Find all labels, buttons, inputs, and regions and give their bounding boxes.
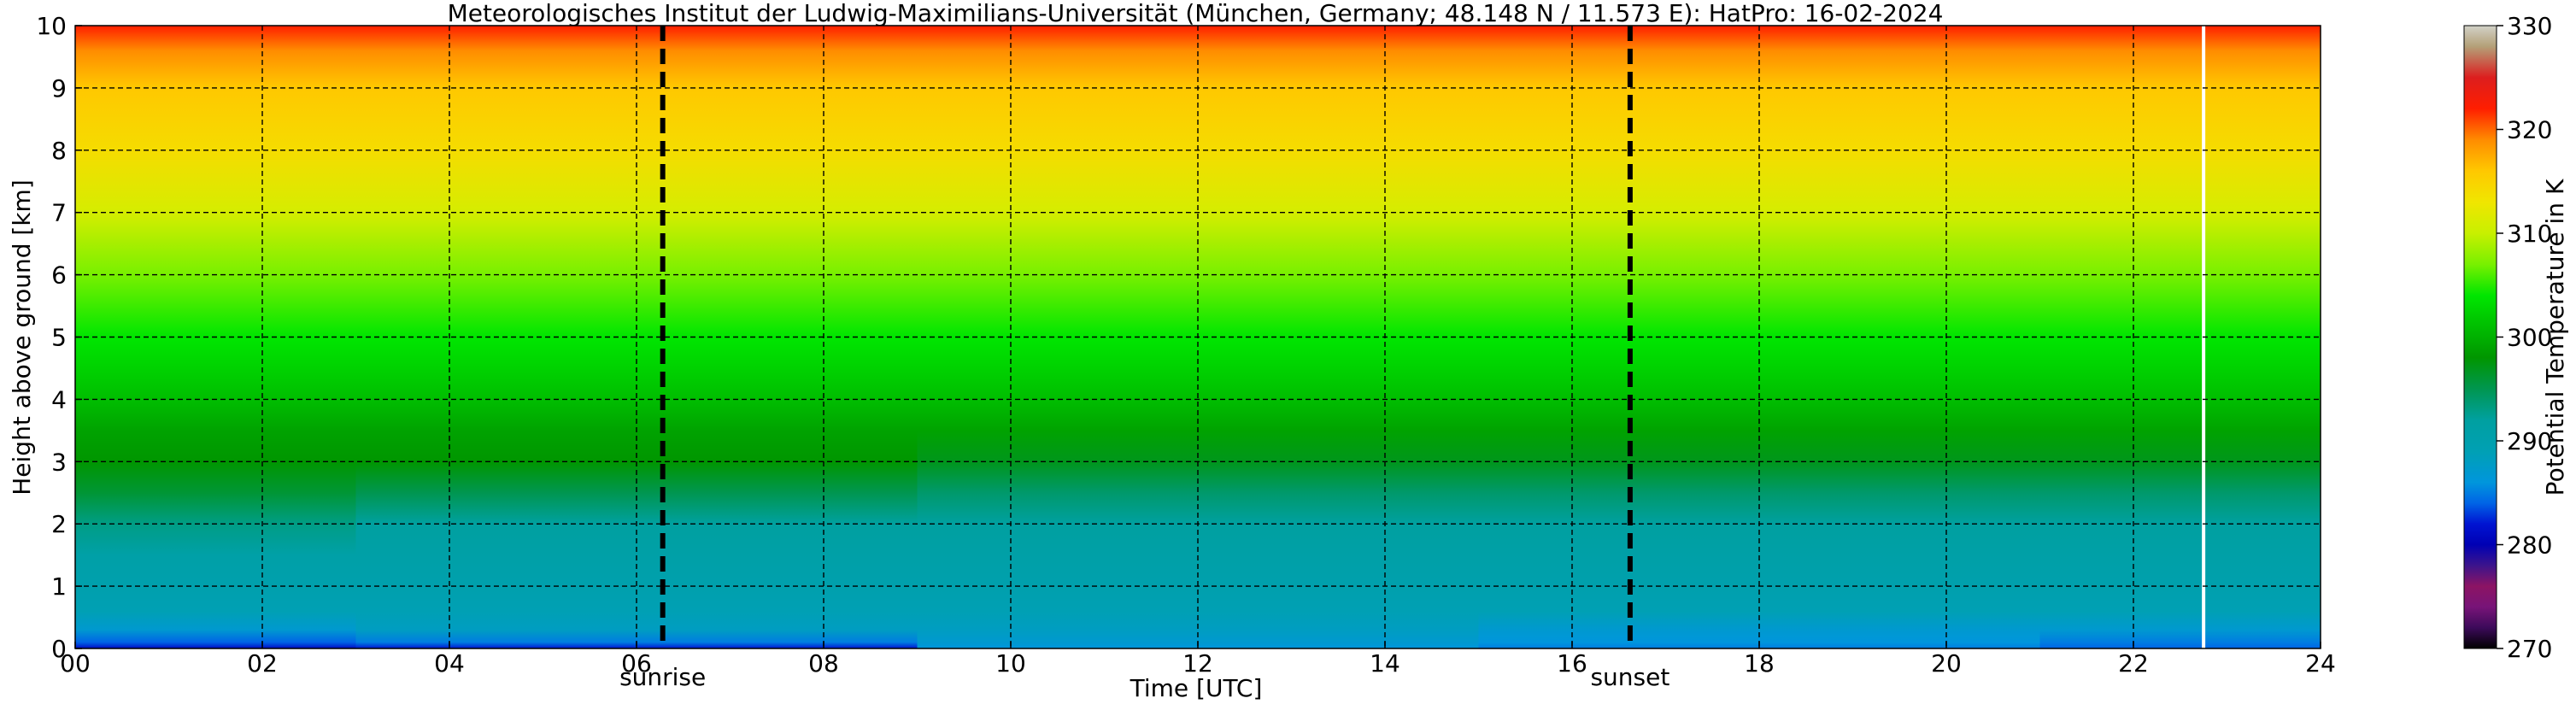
x-tick-label: 20: [1931, 649, 1962, 678]
colorbar-label: Potential Temperature in K: [2541, 179, 2569, 496]
colorbar-ticks: 270 280 290 300 310 320 330: [2497, 12, 2552, 663]
colorbar-tick-label: 320: [2507, 116, 2552, 144]
y-tick-label: 0: [51, 635, 67, 663]
y-tick-label: 1: [51, 572, 67, 601]
y-tick-label: 6: [51, 261, 67, 290]
x-axis-label: Time [UTC]: [1130, 674, 1263, 702]
grid-lines: [75, 26, 2321, 648]
y-tick-label: 7: [51, 199, 67, 227]
colorbar-tick-label: 290: [2507, 427, 2552, 455]
y-tick-label: 9: [51, 74, 67, 103]
annotation-lines: [660, 26, 1633, 648]
x-tick-label: 18: [1744, 649, 1775, 678]
y-tick-label: 5: [51, 324, 67, 352]
chart-title: Meteorologisches Institut der Ludwig-Max…: [448, 0, 1944, 27]
x-tick-label: 12: [1182, 649, 1213, 678]
x-tick-label: 04: [434, 649, 465, 678]
x-axis: 00 02 04 06 08 10 12 14 16 18 20 22 24: [60, 642, 2336, 678]
colorbar-tick-label: 300: [2507, 324, 2552, 352]
y-tick-label: 3: [51, 448, 67, 476]
y-axis: 0 1 2 3 4 5 6 7 8 9 10: [36, 12, 82, 663]
y-axis-label: Height above ground [km]: [8, 179, 36, 496]
x-tick-label: 08: [808, 649, 839, 678]
annotation-labels: sunrise sunset: [619, 663, 1669, 691]
y-tick-label: 2: [51, 510, 67, 538]
x-tick-label: 22: [2118, 649, 2149, 678]
colorbar-tick-label: 270: [2507, 635, 2552, 663]
y-tick-label: 8: [51, 137, 67, 165]
x-tick-label: 06: [621, 649, 652, 678]
annotation-label-sunset: sunset: [1590, 663, 1669, 691]
y-tick-label: 4: [51, 385, 67, 414]
x-tick-label: 00: [60, 649, 91, 678]
colorbar: 270 280 290 300 310 320 330 Potential Temperat…: [2463, 12, 2569, 663]
x-tick-label: 02: [247, 649, 278, 678]
annotation-label-sunrise: sunrise: [619, 663, 706, 691]
colorbar-tick-label: 330: [2507, 12, 2552, 40]
x-tick-label: 24: [2305, 649, 2336, 678]
colorbar-tick-label: 310: [2507, 220, 2552, 248]
colorbar-tick-label: 280: [2507, 531, 2552, 560]
colorbar-fill: [2463, 25, 2497, 649]
y-tick-label: 10: [36, 12, 67, 40]
x-tick-label: 16: [1557, 649, 1587, 678]
x-tick-label: 10: [995, 649, 1026, 678]
x-tick-label: 14: [1370, 649, 1400, 678]
